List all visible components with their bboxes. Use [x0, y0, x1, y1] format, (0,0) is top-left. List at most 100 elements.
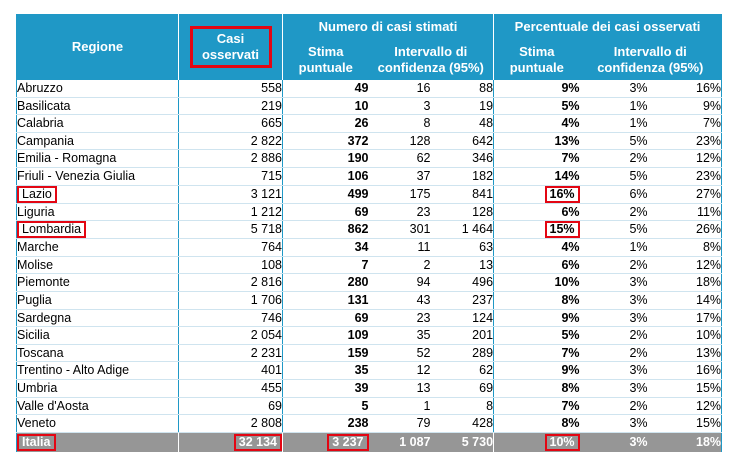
table-row: Piemonte 2 816 280 94 496 10% 3% 18%	[16, 273, 722, 292]
observed-cell: 1 212	[178, 203, 283, 222]
estimate-cell: 3 237	[282, 432, 369, 452]
estimate-cell: 131	[282, 291, 369, 310]
estimate-cell: 34	[282, 238, 369, 257]
percent-ci-high-cell: 7%	[647, 114, 722, 133]
table-row: Basilicata 219 10 3 19 5% 1% 9%	[16, 97, 722, 116]
percent-ci-low-cell: 3%	[579, 80, 648, 98]
estimate-ci-high-cell: 289	[430, 344, 494, 363]
percent-ci-high-cell: 12%	[647, 256, 722, 275]
table-row: Calabria 665 26 8 48 4% 1% 7%	[16, 114, 722, 133]
estimate-ci-low-cell: 1 087	[368, 432, 431, 452]
estimate-ci-low-cell: 13	[368, 379, 431, 398]
percent-ci-high-cell: 23%	[647, 167, 722, 186]
highlight-box: 10%	[544, 433, 580, 451]
estimate-cell: 238	[282, 414, 369, 433]
percent-cell: 13%	[493, 132, 580, 151]
region-cell: Veneto	[16, 414, 179, 433]
highlight-box: Italia	[17, 433, 56, 451]
percent-ci-high-cell: 16%	[647, 361, 722, 380]
percent-ci-low-cell: 2%	[579, 149, 648, 168]
percent-ci-low-cell: 5%	[579, 220, 648, 240]
estimate-ci-low-cell: 8	[368, 114, 431, 133]
observed-cell: 746	[178, 309, 283, 328]
estimate-cell: 499	[282, 185, 369, 204]
estimate-ci-high-cell: 19	[430, 97, 494, 116]
observed-cell: 455	[178, 379, 283, 398]
header-estimated-group: Numero di casi stimati	[281, 14, 494, 40]
table-row: Friuli - Venezia Giulia 715 106 37 182 14% 5% 2…	[16, 167, 722, 186]
highlight-box: Lazio	[17, 185, 57, 203]
table-row: Sicilia 2 054 109 35 201 5% 2% 10%	[16, 326, 722, 345]
observed-cell: 401	[178, 361, 283, 380]
highlight-box: 32 134	[233, 433, 282, 451]
observed-cell: 108	[178, 256, 283, 275]
region-cell: Sardegna	[16, 309, 179, 328]
region-cell: Sicilia	[16, 326, 179, 345]
observed-cell: 665	[178, 114, 283, 133]
percent-ci-high-cell: 15%	[647, 414, 722, 433]
table-row: Lazio 3 121 499 175 841 16% 6% 27%	[16, 185, 722, 204]
observed-cell: 558	[178, 80, 283, 98]
highlight-box: 15%	[544, 221, 580, 238]
header-pct-point: Stima puntuale	[493, 40, 580, 80]
table-row: Abruzzo 558 49 16 88 9% 3% 16%	[16, 80, 722, 98]
percent-cell: 7%	[493, 149, 580, 168]
estimate-ci-low-cell: 128	[368, 132, 431, 151]
table-row: Lombardia 5 718 862 301 1 464 15% 5% 26%	[16, 220, 722, 240]
table-row: Liguria 1 212 69 23 128 6% 2% 11%	[16, 203, 722, 222]
estimate-ci-high-cell: 13	[430, 256, 494, 275]
region-cell: Lombardia	[16, 220, 179, 240]
estimate-ci-high-cell: 642	[430, 132, 494, 151]
observed-cell: 2 886	[178, 149, 283, 168]
estimate-cell: 7	[282, 256, 369, 275]
observed-cell: 2 054	[178, 326, 283, 345]
estimate-ci-high-cell: 428	[430, 414, 494, 433]
percent-ci-low-cell: 5%	[579, 132, 648, 151]
percent-cell: 8%	[493, 291, 580, 310]
percent-ci-low-cell: 1%	[579, 238, 648, 257]
percent-cell: 9%	[493, 80, 580, 98]
estimate-ci-low-cell: 62	[368, 149, 431, 168]
header-region: Regione	[16, 14, 179, 80]
observed-cell: 2 816	[178, 273, 283, 292]
table-row: Italia 32 134 3 237 1 087 5 730 10% 3% 18%	[16, 432, 722, 452]
percent-cell: 16%	[493, 185, 580, 204]
percent-ci-high-cell: 26%	[647, 220, 722, 240]
estimate-ci-high-cell: 62	[430, 361, 494, 380]
estimate-cell: 862	[282, 220, 369, 240]
percent-ci-low-cell: 3%	[579, 432, 648, 452]
estimate-ci-low-cell: 1	[368, 397, 431, 416]
region-cell: Friuli - Venezia Giulia	[16, 167, 179, 186]
estimate-ci-high-cell: 182	[430, 167, 494, 186]
percent-cell: 8%	[493, 414, 580, 433]
estimate-cell: 26	[282, 114, 369, 133]
observed-cell: 2 231	[178, 344, 283, 363]
estimate-ci-low-cell: 43	[368, 291, 431, 310]
percent-cell: 4%	[493, 238, 580, 257]
percent-ci-high-cell: 15%	[647, 379, 722, 398]
percent-ci-high-cell: 9%	[647, 97, 722, 116]
estimate-ci-high-cell: 88	[430, 80, 494, 98]
estimate-ci-low-cell: 52	[368, 344, 431, 363]
estimate-ci-high-cell: 841	[430, 185, 494, 204]
percent-ci-low-cell: 3%	[579, 309, 648, 328]
percent-ci-high-cell: 12%	[647, 397, 722, 416]
region-cell: Abruzzo	[16, 80, 179, 98]
estimate-ci-low-cell: 16	[368, 80, 431, 98]
region-cell: Basilicata	[16, 97, 179, 116]
percent-ci-high-cell: 27%	[647, 185, 722, 204]
estimate-ci-high-cell: 5 730	[430, 432, 494, 452]
estimate-cell: 159	[282, 344, 369, 363]
estimate-ci-low-cell: 12	[368, 361, 431, 380]
estimate-cell: 109	[282, 326, 369, 345]
estimate-ci-high-cell: 69	[430, 379, 494, 398]
observed-cell: 5 718	[178, 220, 283, 240]
estimate-ci-low-cell: 301	[368, 220, 431, 240]
estimate-cell: 106	[282, 167, 369, 186]
estimate-ci-high-cell: 48	[430, 114, 494, 133]
observed-cell: 69	[178, 397, 283, 416]
percent-cell: 10%	[493, 273, 580, 292]
percent-cell: 5%	[493, 326, 580, 345]
table-row: Sardegna 746 69 23 124 9% 3% 17%	[16, 309, 722, 328]
percent-cell: 4%	[493, 114, 580, 133]
